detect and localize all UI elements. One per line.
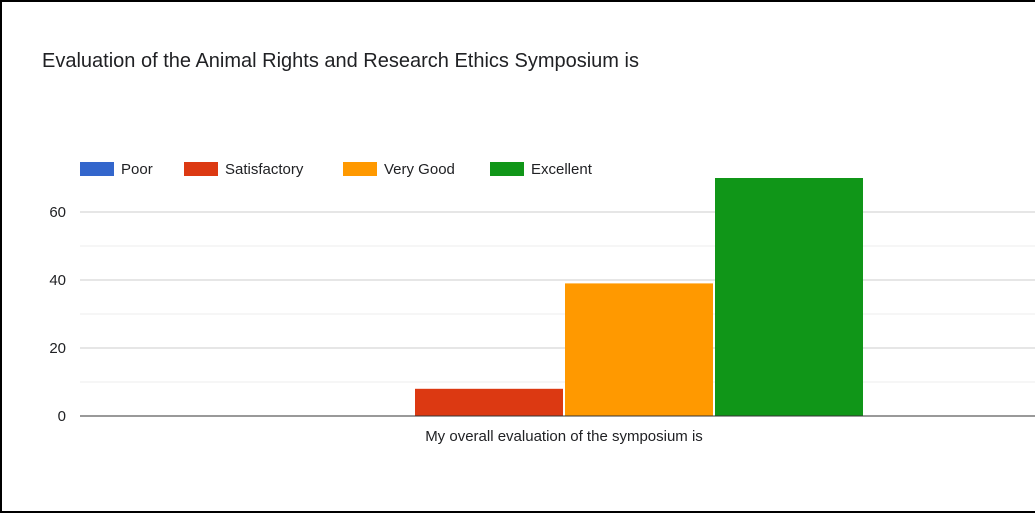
legend-label: Excellent	[531, 161, 593, 178]
bar-excellent	[715, 178, 863, 416]
axes: 0 20 40 60 My overall evaluation of the symp…	[49, 204, 1035, 445]
y-tick-label: 0	[58, 408, 66, 425]
legend: Poor Satisfactory Very Good Excellent	[80, 161, 593, 178]
legend-swatch	[343, 162, 377, 176]
legend-swatch	[490, 162, 524, 176]
bars	[415, 178, 863, 416]
grid-lines	[80, 211, 1035, 383]
y-tick-label: 60	[49, 204, 66, 221]
y-tick-label: 20	[49, 340, 66, 357]
legend-label: Very Good	[384, 161, 455, 178]
bar-very-good	[565, 283, 713, 416]
legend-label: Poor	[121, 161, 153, 178]
y-tick-label: 40	[49, 272, 66, 289]
legend-swatch	[184, 162, 218, 176]
x-category-label: My overall evaluation of the symposium i…	[425, 428, 703, 445]
legend-label: Satisfactory	[225, 161, 304, 178]
bar-satisfactory	[415, 388, 563, 416]
chart-title: Evaluation of the Animal Rights and Rese…	[42, 50, 639, 72]
legend-swatch	[80, 162, 114, 176]
